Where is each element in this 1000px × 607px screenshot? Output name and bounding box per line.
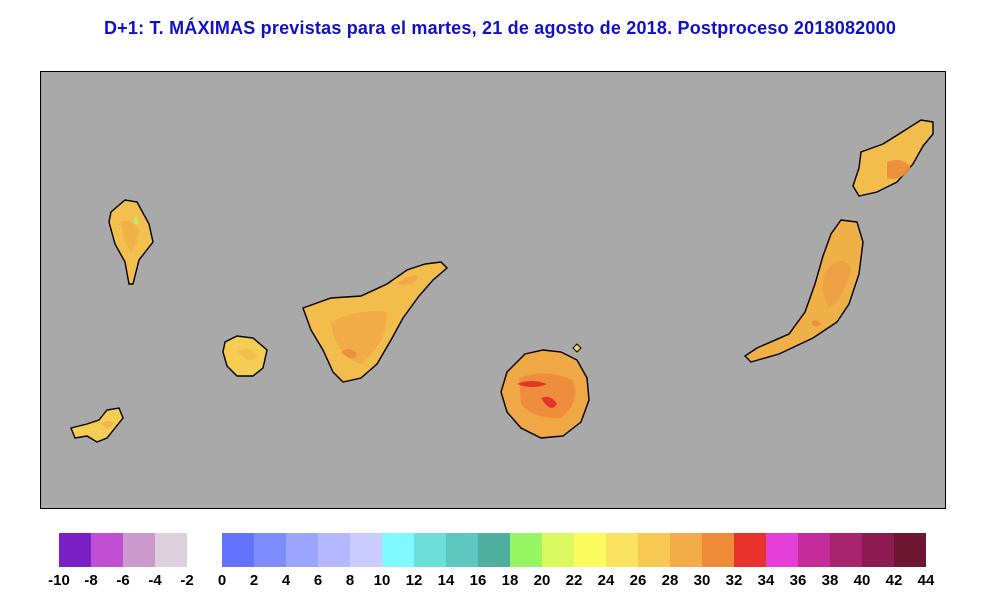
legend-tick-label: 22 xyxy=(565,572,583,589)
legend-swatch xyxy=(862,533,894,567)
legend-tick-label: -10 xyxy=(48,572,70,589)
legend-tick-label: 6 xyxy=(313,572,323,589)
legend-swatch xyxy=(542,533,574,567)
legend-swatch xyxy=(446,533,478,567)
island-la-gomera xyxy=(222,335,268,377)
island-fuerteventura xyxy=(743,219,864,363)
color-scale-legend: -10 -8 -6 -4 -2 0 2 4 6 8 10 12 14 16 18 20 22 24 26 28 30 32… xyxy=(0,533,1000,603)
legend-tick-label: -8 xyxy=(84,572,98,589)
legend-swatch xyxy=(123,533,155,567)
legend-swatch xyxy=(478,533,510,567)
legend-swatch xyxy=(574,533,606,567)
legend-tick-label: 26 xyxy=(629,572,647,589)
legend-swatch xyxy=(59,533,91,567)
island-tenerife xyxy=(302,261,449,383)
legend-swatch xyxy=(894,533,926,567)
legend-swatch xyxy=(798,533,830,567)
legend-swatch xyxy=(830,533,862,567)
legend-tick-label: 10 xyxy=(373,572,391,589)
legend-tick-label: 42 xyxy=(885,572,903,589)
legend-tick-label: -2 xyxy=(180,572,194,589)
legend-tick-label: -4 xyxy=(148,572,162,589)
legend-tick-label: -6 xyxy=(116,572,130,589)
legend-swatch xyxy=(414,533,446,567)
legend-swatch xyxy=(155,533,187,567)
map-title: D+1: T. MÁXIMAS previstas para el martes… xyxy=(103,18,897,38)
legend-swatch xyxy=(670,533,702,567)
island-el-hierro xyxy=(70,407,124,443)
legend-swatch xyxy=(286,533,318,567)
legend-swatch xyxy=(91,533,123,567)
legend-tick-label: 28 xyxy=(661,572,679,589)
legend-swatch xyxy=(222,533,254,567)
legend-tick-label: 14 xyxy=(437,572,455,589)
legend-tick-label: 0 xyxy=(217,572,227,589)
legend-swatch xyxy=(766,533,798,567)
legend-tick-label: 2 xyxy=(249,572,259,589)
temperature-map xyxy=(40,71,946,509)
legend-tick-label: 20 xyxy=(533,572,551,589)
legend-swatch xyxy=(318,533,350,567)
legend-swatch xyxy=(734,533,766,567)
legend-tick-label: 36 xyxy=(789,572,807,589)
legend-tick-label: 32 xyxy=(725,572,743,589)
legend-tick-label: 16 xyxy=(469,572,487,589)
legend-tick-label: 12 xyxy=(405,572,423,589)
legend-tick-label: 24 xyxy=(597,572,615,589)
island-la-palma xyxy=(108,199,154,285)
legend-swatch xyxy=(606,533,638,567)
legend-tick-label: 8 xyxy=(345,572,355,589)
legend-swatch xyxy=(254,533,286,567)
legend-swatch xyxy=(350,533,382,567)
canary-islands-map xyxy=(70,119,934,443)
legend-tick-label: 38 xyxy=(821,572,839,589)
legend-tick-label: 34 xyxy=(757,572,775,589)
legend-swatch xyxy=(382,533,414,567)
legend-tick-label: 4 xyxy=(281,572,291,589)
legend-swatch xyxy=(510,533,542,567)
legend-swatch xyxy=(702,533,734,567)
island-lanzarote xyxy=(852,119,934,197)
legend-swatch xyxy=(638,533,670,567)
island-gran-canaria xyxy=(500,343,590,439)
legend-tick-label: 30 xyxy=(693,572,711,589)
legend-tick-label: 40 xyxy=(853,572,871,589)
legend-tick-label: 18 xyxy=(501,572,519,589)
legend-tick-label: 44 xyxy=(917,572,935,589)
